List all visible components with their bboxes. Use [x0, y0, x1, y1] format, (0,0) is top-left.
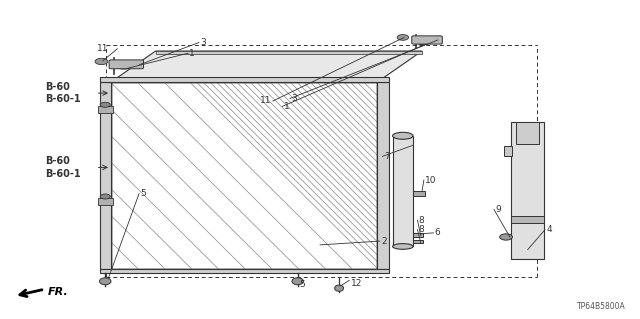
Text: 1: 1 — [284, 102, 289, 111]
Polygon shape — [100, 82, 111, 269]
Bar — [393, 136, 413, 247]
Text: 5: 5 — [140, 189, 146, 198]
Ellipse shape — [116, 63, 131, 69]
Text: 5: 5 — [299, 280, 305, 289]
Bar — [413, 191, 424, 196]
Bar — [98, 198, 113, 205]
Ellipse shape — [393, 244, 413, 249]
Text: 8: 8 — [419, 216, 424, 225]
Polygon shape — [100, 77, 389, 82]
Text: FR.: FR. — [47, 287, 68, 297]
Text: 11: 11 — [260, 97, 271, 106]
Text: 3: 3 — [291, 94, 297, 103]
Circle shape — [500, 234, 513, 240]
Polygon shape — [156, 51, 422, 54]
Bar — [98, 106, 113, 113]
Circle shape — [397, 34, 408, 40]
Ellipse shape — [393, 132, 413, 139]
Bar — [413, 233, 423, 237]
Ellipse shape — [100, 278, 111, 285]
Text: 11: 11 — [97, 44, 108, 53]
Polygon shape — [111, 51, 422, 82]
Circle shape — [100, 102, 110, 107]
Circle shape — [95, 58, 108, 65]
Polygon shape — [100, 269, 389, 273]
Text: 2: 2 — [381, 237, 387, 246]
Ellipse shape — [292, 278, 303, 285]
Bar — [413, 240, 423, 243]
Text: 10: 10 — [425, 175, 436, 185]
FancyBboxPatch shape — [109, 60, 143, 69]
Ellipse shape — [417, 40, 429, 45]
Text: TP64B5800A: TP64B5800A — [577, 302, 626, 311]
Text: 6: 6 — [435, 228, 440, 237]
Text: 3: 3 — [200, 38, 206, 47]
Polygon shape — [378, 82, 389, 269]
Circle shape — [100, 194, 110, 199]
Bar — [504, 146, 512, 156]
Text: 1: 1 — [189, 49, 195, 58]
Text: B-60
B-60-1: B-60 B-60-1 — [45, 82, 81, 104]
Text: 8: 8 — [419, 225, 424, 234]
Polygon shape — [111, 82, 378, 269]
Bar — [511, 122, 544, 259]
Bar — [511, 216, 544, 223]
FancyBboxPatch shape — [412, 36, 442, 44]
Text: 12: 12 — [351, 279, 362, 288]
Text: 4: 4 — [546, 225, 552, 234]
Ellipse shape — [335, 285, 344, 291]
Bar — [516, 122, 540, 144]
Text: 9: 9 — [495, 205, 501, 214]
Text: 7: 7 — [384, 152, 390, 161]
Text: B-60
B-60-1: B-60 B-60-1 — [45, 156, 81, 179]
